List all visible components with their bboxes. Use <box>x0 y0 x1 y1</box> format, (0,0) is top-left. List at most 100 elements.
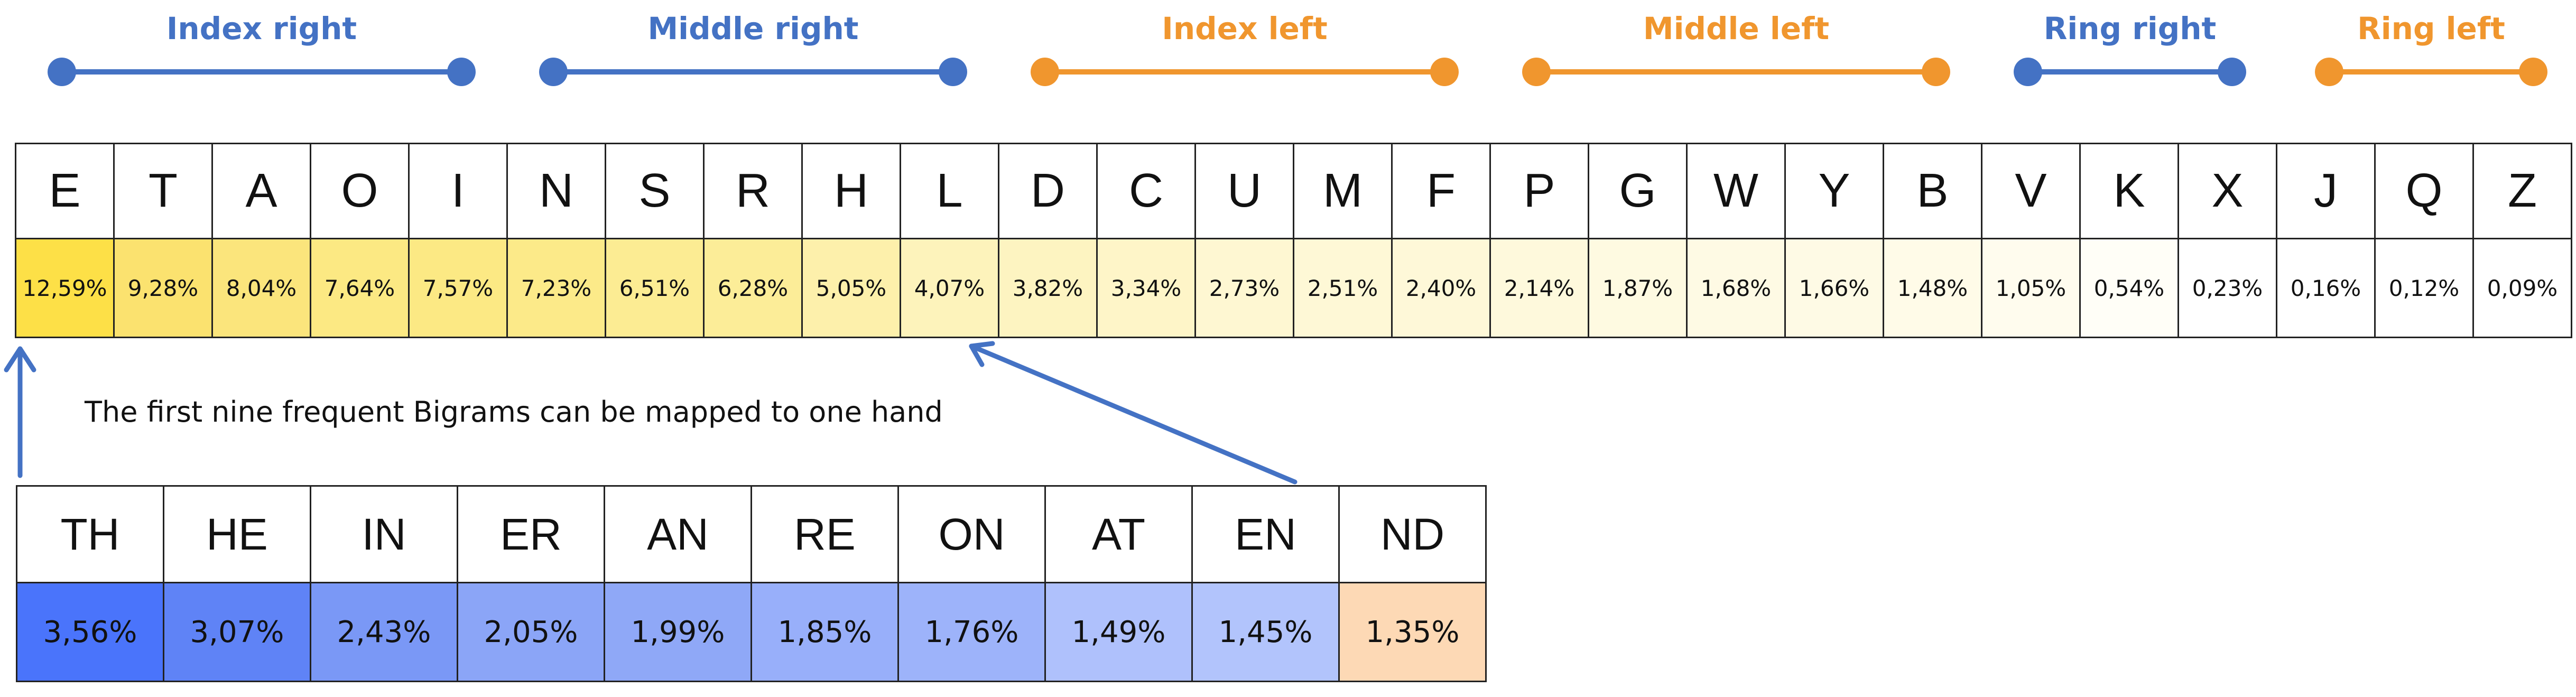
letter-cell: Z <box>2474 143 2571 239</box>
legend-line <box>2329 69 2533 75</box>
bigram-column: ER 2,05% <box>458 485 605 682</box>
legend-dot-end <box>939 58 967 86</box>
letter-column: R 6,28% <box>705 143 803 338</box>
letter-column: U 2,73% <box>1196 143 1294 338</box>
letter-column: F 2,40% <box>1393 143 1491 338</box>
letter-frequency-cell: 7,23% <box>508 239 605 338</box>
bigram-column: HE 3,07% <box>164 485 311 682</box>
bigram-frequency-cell: 1,76% <box>899 583 1044 682</box>
letter-cell: S <box>606 143 703 239</box>
bigram-frequency-cell: 1,35% <box>1340 583 1485 682</box>
letter-frequency-cell: 4,07% <box>901 239 998 338</box>
bigram-column: AN 1,99% <box>605 485 752 682</box>
letter-column: T 9,28% <box>115 143 213 338</box>
letter-column: K 0,54% <box>2081 143 2179 338</box>
bigram-cell: IN <box>311 485 457 583</box>
letter-cell: H <box>803 143 900 239</box>
bigram-frequency-cell: 3,07% <box>164 583 310 682</box>
legend-dot-start <box>1522 58 1551 86</box>
letter-frequency-cell: 1,68% <box>1688 239 1784 338</box>
bigram-cell: ON <box>899 485 1044 583</box>
letter-column: X 0,23% <box>2179 143 2277 338</box>
legend-line <box>62 69 461 75</box>
letter-frequency-cell: 2,14% <box>1491 239 1588 338</box>
letter-column: L 4,07% <box>901 143 999 338</box>
letter-cell: W <box>1688 143 1784 239</box>
legend-dot-start <box>2014 58 2042 86</box>
bigram-frequency-table: TH 3,56% HE 3,07% IN 2,43% ER 2,05% AN 1,99% RE 1,8… <box>16 485 1487 682</box>
letter-cell: X <box>2179 143 2276 239</box>
legend-line <box>1045 69 1444 75</box>
legend-label: Ring left <box>2357 11 2505 47</box>
letter-cell: M <box>1294 143 1391 239</box>
letter-frequency-cell: 7,64% <box>311 239 408 338</box>
legend-dot-end <box>2218 58 2246 86</box>
arrow-head-left-b <box>17 346 36 373</box>
arrow-head-right-a <box>969 343 985 367</box>
letter-cell: R <box>705 143 801 239</box>
letter-frequency-cell: 0,23% <box>2179 239 2276 338</box>
bigram-column: EN 1,45% <box>1193 485 1340 682</box>
letter-frequency-cell: 2,40% <box>1393 239 1489 338</box>
letter-cell: Y <box>1786 143 1883 239</box>
letter-cell: K <box>2081 143 2177 239</box>
legend-line <box>2028 69 2232 75</box>
letter-frequency-cell: 3,82% <box>999 239 1096 338</box>
letter-frequency-cell: 0,09% <box>2474 239 2571 338</box>
bigram-column: IN 2,43% <box>311 485 458 682</box>
letter-column: J 0,16% <box>2277 143 2376 338</box>
letter-column: Y 1,66% <box>1786 143 1884 338</box>
legend-dot-end <box>2519 58 2547 86</box>
letter-column: N 7,23% <box>508 143 606 338</box>
letter-column: E 12,59% <box>16 143 115 338</box>
letter-cell: O <box>311 143 408 239</box>
letter-frequency-cell: 1,66% <box>1786 239 1883 338</box>
letter-cell: L <box>901 143 998 239</box>
bigram-cell: EN <box>1193 485 1338 583</box>
bigram-column: TH 3,56% <box>17 485 164 682</box>
letter-frequency-cell: 7,57% <box>410 239 506 338</box>
legend-dot-end <box>1922 58 1950 86</box>
letter-column: Q 0,12% <box>2376 143 2474 338</box>
letter-cell: D <box>999 143 1096 239</box>
legend-item: Ring left <box>2315 0 2547 100</box>
letter-frequency-cell: 6,51% <box>606 239 703 338</box>
letter-frequency-cell: 6,28% <box>705 239 801 338</box>
letter-column: M 2,51% <box>1294 143 1393 338</box>
bigram-cell: RE <box>752 485 897 583</box>
letter-column: B 1,48% <box>1884 143 1982 338</box>
letter-column: D 3,82% <box>999 143 1098 338</box>
legend-item: Index right <box>48 0 476 100</box>
letter-frequency-cell: 9,28% <box>115 239 211 338</box>
letter-frequency-table: E 12,59% T 9,28% A 8,04% O 7,64% I 7,57% N 7,23% S 6,… <box>15 143 2572 338</box>
letter-cell: V <box>1982 143 2079 239</box>
bigram-frequency-cell: 2,43% <box>311 583 457 682</box>
letter-cell: N <box>508 143 605 239</box>
bigram-frequency-cell: 1,49% <box>1046 583 1191 682</box>
letter-cell: C <box>1098 143 1194 239</box>
bigram-column: RE 1,85% <box>752 485 899 682</box>
legend-dot-start <box>48 58 76 86</box>
legend-label: Ring right <box>2043 11 2217 47</box>
letter-frequency-cell: 0,16% <box>2277 239 2374 338</box>
bigram-column: AT 1,49% <box>1046 485 1193 682</box>
letter-frequency-cell: 2,73% <box>1196 239 1293 338</box>
letter-column: I 7,57% <box>410 143 508 338</box>
letter-column: H 5,05% <box>803 143 901 338</box>
letter-column: P 2,14% <box>1491 143 1589 338</box>
letter-cell: J <box>2277 143 2374 239</box>
bigram-cell: HE <box>164 485 310 583</box>
legend-item: Middle right <box>539 0 967 100</box>
letter-cell: A <box>213 143 310 239</box>
arrow-shaft-right <box>969 343 1298 485</box>
legend-label: Index right <box>166 11 357 47</box>
letter-column: S 6,51% <box>606 143 705 338</box>
letter-column: Z 0,09% <box>2474 143 2572 338</box>
bigram-frequency-cell: 2,05% <box>458 583 604 682</box>
letter-cell: I <box>410 143 506 239</box>
letter-column: C 3,34% <box>1098 143 1196 338</box>
letter-cell: B <box>1884 143 1981 239</box>
bigram-frequency-cell: 1,45% <box>1193 583 1338 682</box>
letter-column: V 1,05% <box>1982 143 2081 338</box>
legend-item: Index left <box>1031 0 1459 100</box>
